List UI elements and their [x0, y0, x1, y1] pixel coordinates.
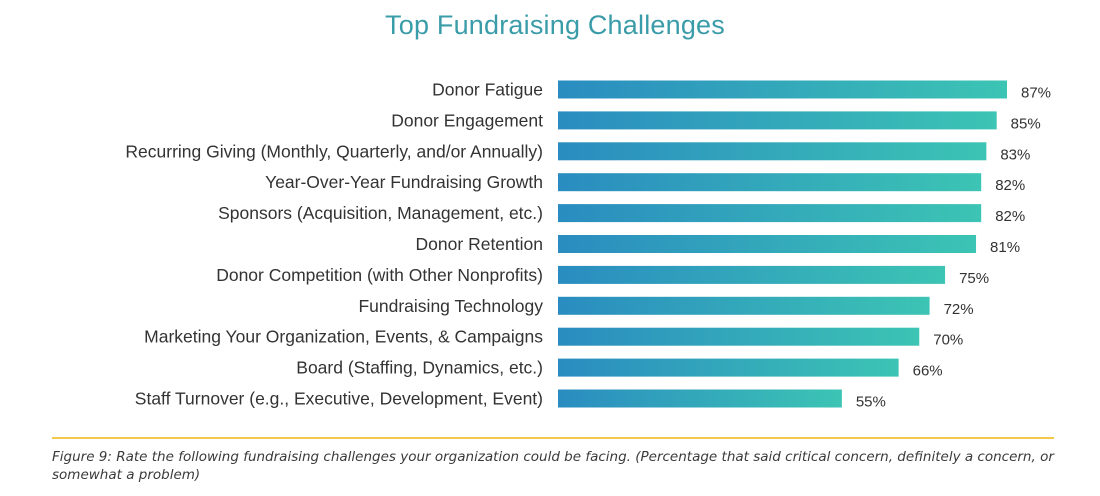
category-label: Donor Competition (with Other Nonprofits… [216, 265, 543, 285]
value-label: 66% [913, 363, 943, 380]
value-label: 55% [856, 394, 886, 411]
bar [558, 173, 982, 192]
category-label: Donor Engagement [391, 110, 543, 130]
bar [558, 327, 920, 346]
bar [558, 204, 982, 223]
bar-chart: Donor Fatigue 87% Donor Engagement 85% Recur… [125, 80, 1051, 411]
value-label: 82% [995, 208, 1025, 225]
value-label: 82% [995, 177, 1025, 194]
category-label: Sponsors (Acquisition, Management, etc.) [218, 203, 543, 223]
value-label: 85% [1011, 115, 1041, 132]
value-label: 72% [944, 301, 974, 318]
category-label: Year-Over-Year Fundraising Growth [265, 172, 543, 192]
category-label: Marketing Your Organization, Events, & C… [144, 327, 543, 347]
caption-divider [52, 437, 1054, 439]
category-label: Staff Turnover (e.g., Executive, Develop… [135, 389, 543, 409]
category-label: Board (Staffing, Dynamics, etc.) [296, 358, 543, 378]
category-label: Fundraising Technology [358, 296, 543, 316]
bar [558, 358, 899, 377]
bar [558, 296, 930, 315]
bar [558, 235, 977, 253]
bar [558, 389, 842, 408]
bar [558, 265, 946, 284]
bar [558, 111, 997, 130]
value-label: 70% [933, 332, 963, 349]
chart-title: Top Fundraising Challenges [385, 10, 725, 40]
category-label: Donor Fatigue [432, 80, 543, 100]
bar [558, 80, 1007, 99]
figure-caption: Figure 9: Rate the following fundraising… [52, 449, 1054, 483]
value-label: 75% [959, 270, 989, 287]
category-label: Recurring Giving (Monthly, Quarterly, an… [125, 141, 543, 161]
value-label: 83% [1000, 146, 1030, 163]
category-label: Donor Retention [416, 234, 543, 254]
value-label: 81% [990, 239, 1020, 256]
bar [558, 142, 987, 161]
value-label: 87% [1021, 85, 1051, 102]
